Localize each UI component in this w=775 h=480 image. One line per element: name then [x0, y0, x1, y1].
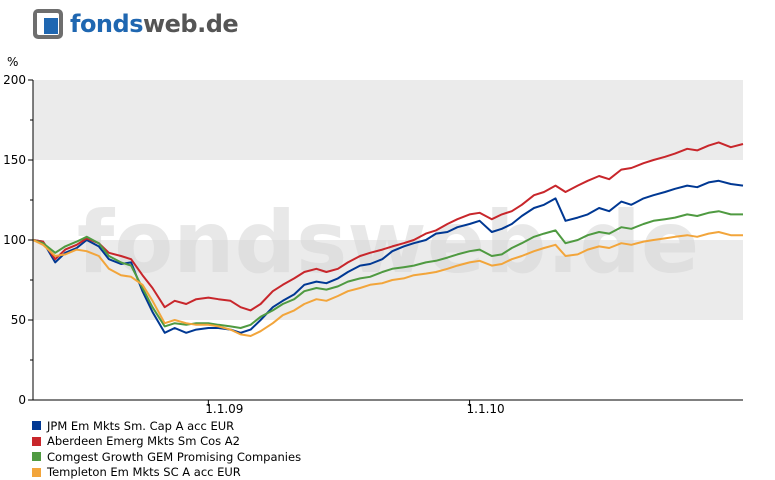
legend-item: JPM Em Mkts Sm. Cap A acc EUR: [32, 418, 301, 434]
legend-swatch: [32, 436, 41, 446]
x-tick-label: 1.1.09: [205, 402, 243, 415]
series-lines: [32, 141, 744, 337]
grid-band: [33, 80, 743, 160]
brand-name-part1: fonds: [70, 10, 143, 38]
x-tick-label: 1.1.10: [467, 402, 505, 415]
series-line-1: [32, 141, 744, 312]
y-axis-label: %: [7, 55, 18, 69]
y-tick-label: 0: [18, 393, 26, 407]
legend-item: Aberdeen Emerg Mkts Sm Cos A2: [32, 434, 301, 450]
y-tick-label: 50: [11, 313, 26, 327]
series-line-3: [32, 231, 743, 337]
series-line-0: [32, 179, 744, 334]
series-line-2: [32, 210, 743, 329]
axes: 0 50 100 150 200 1.1.09 1.1.10: [3, 73, 743, 415]
y-tick-label: 200: [3, 73, 26, 87]
legend-label: JPM Em Mkts Sm. Cap A acc EUR: [47, 418, 235, 433]
fondsweb-logo-icon: [33, 9, 63, 39]
legend-swatch: [32, 421, 41, 431]
legend-swatch: [32, 467, 41, 477]
legend-label: Templeton Em Mkts SC A acc EUR: [47, 465, 241, 480]
y-tick-label: 150: [3, 153, 26, 167]
brand-name: fondsweb.de: [70, 10, 239, 38]
brand-name-part2: web.de: [142, 10, 239, 38]
watermark-text: fondsweb.de: [77, 193, 699, 293]
grid-bands: [33, 80, 743, 320]
legend-label: Comgest Growth GEM Promising Companies: [47, 449, 302, 464]
legend: JPM Em Mkts Sm. Cap A acc EUR Aberdeen Em…: [32, 418, 301, 480]
legend-item: Comgest Growth GEM Promising Companies: [32, 449, 301, 465]
legend-label: Aberdeen Emerg Mkts Sm Cos A2: [47, 434, 240, 449]
legend-swatch: [32, 452, 41, 462]
performance-chart: fondsweb.de 0 50 100 150 200 1.1.09 1.1.10 %: [3, 55, 744, 415]
y-tick-label: 100: [3, 233, 26, 247]
legend-item: Templeton Em Mkts SC A acc EUR: [32, 465, 301, 480]
